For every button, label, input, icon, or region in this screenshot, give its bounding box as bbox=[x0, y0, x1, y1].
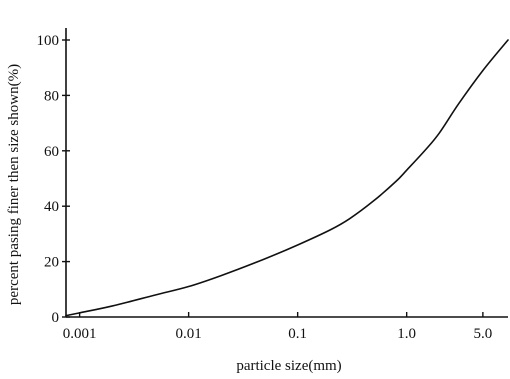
y-tick-label: 80 bbox=[44, 88, 59, 104]
x-axis-label: particle size(mm) bbox=[236, 358, 341, 374]
gradation-curve bbox=[65, 39, 509, 317]
x-ticks: 0.001 0.01 0.1 1.0 5.0 bbox=[63, 312, 493, 342]
y-tick-label: 40 bbox=[44, 199, 59, 215]
y-tick-label: 60 bbox=[44, 144, 59, 160]
x-tick-label: 0.01 bbox=[176, 326, 202, 342]
y-tick-label: 20 bbox=[44, 255, 59, 271]
x-tick-label: 1.0 bbox=[397, 326, 416, 342]
x-tick-label: 5.0 bbox=[474, 326, 493, 342]
x-tick-label: 0.1 bbox=[288, 326, 307, 342]
axes bbox=[65, 28, 508, 318]
y-tick-label: 0 bbox=[52, 310, 60, 326]
y-tick-label: 100 bbox=[37, 33, 60, 49]
y-axis-label: percent pasing finer then size shown(%) bbox=[6, 64, 22, 305]
x-tick-label: 0.001 bbox=[63, 326, 97, 342]
y-ticks: 0 20 40 60 80 100 bbox=[37, 33, 70, 326]
